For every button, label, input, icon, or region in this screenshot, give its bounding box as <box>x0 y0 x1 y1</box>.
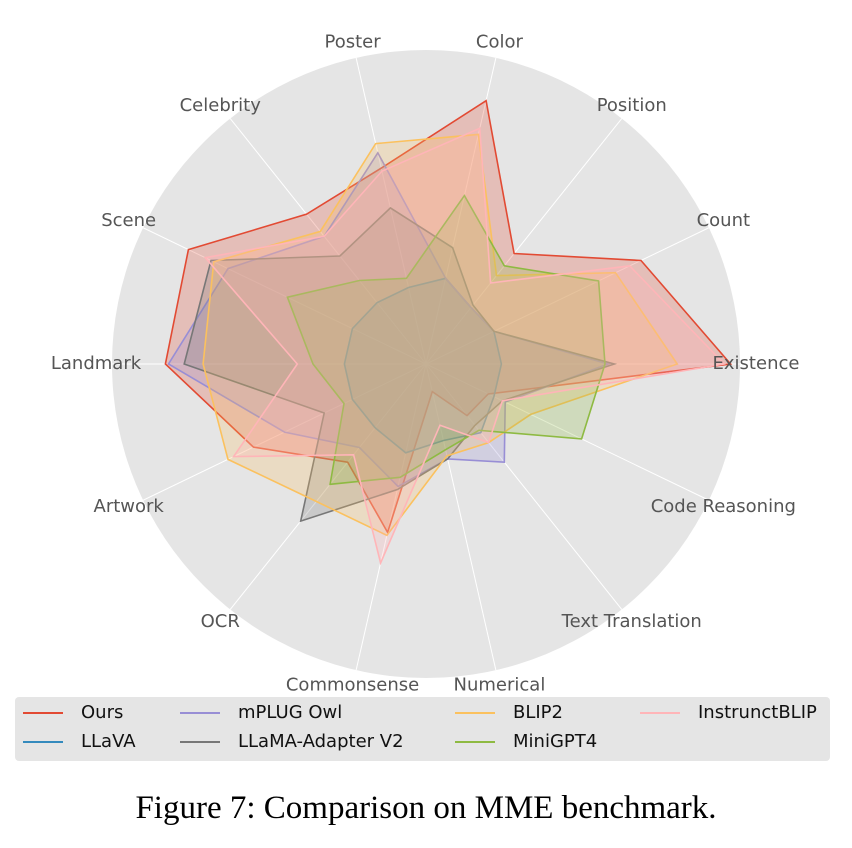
radar-chart: Existence Count Position Color Poster Celebri… <box>51 31 800 695</box>
series-line-mplug-owl <box>167 151 611 488</box>
series-fill-ours <box>165 100 731 533</box>
legend-item: LLaMA-Adapter V2 <box>180 731 404 752</box>
series-ours <box>164 99 733 535</box>
legend-item: InstrunctBLIP <box>640 702 817 723</box>
spoke-celebrity <box>229 118 427 365</box>
spoke-numerical <box>425 363 497 671</box>
legend-swatch <box>640 711 680 714</box>
spoke-commonsense <box>355 363 427 671</box>
series-fill-blip2 <box>203 134 678 536</box>
legend-item: mPLUG Owl <box>180 702 342 723</box>
axis-label-ocr: OCR <box>201 611 240 632</box>
spoke-ocr <box>229 363 427 610</box>
legend-item: LLaVA <box>23 731 136 752</box>
legend-swatch <box>455 740 495 743</box>
axis-labels: Existence Count Position Color Poster Celebri… <box>51 31 800 695</box>
series-line-blip2 <box>202 133 679 537</box>
series-mplug-owl <box>167 151 611 488</box>
legend: Ours mPLUG Owl BLIP2 InstrunctBLIP LLaVA LLaM… <box>15 697 830 761</box>
series-line-llama-adapter-v2 <box>183 206 618 523</box>
series-fill-llama-adapter-v2 <box>184 207 615 522</box>
legend-label: LLaMA-Adapter V2 <box>238 731 404 752</box>
spoke-text-translation <box>425 363 623 610</box>
series-line-minigpt4 <box>286 194 606 486</box>
legend-label: MiniGPT4 <box>513 731 598 752</box>
axis-label-landmark: Landmark <box>51 353 142 374</box>
series-fill-mplug-owl <box>168 152 609 487</box>
series-minigpt4 <box>286 194 606 486</box>
series-llama-adapter-v2 <box>183 206 618 523</box>
series-instrunctblip <box>203 127 726 566</box>
radar-series <box>164 99 733 566</box>
spoke-color <box>425 57 497 365</box>
series-line-instrunctblip <box>203 127 726 566</box>
legend-label: InstrunctBLIP <box>698 702 817 723</box>
axis-label-artwork: Artwork <box>94 496 165 517</box>
legend-item: BLIP2 <box>455 702 563 723</box>
spoke-count <box>425 227 710 365</box>
axis-label-poster: Poster <box>324 31 381 52</box>
axis-label-commonsense: Commonsense <box>286 675 419 696</box>
spoke-poster <box>355 57 427 365</box>
legend-swatch <box>23 740 63 743</box>
spoke-position <box>425 118 623 365</box>
legend-label: Ours <box>81 702 124 723</box>
axis-label-position: Position <box>597 95 667 116</box>
legend-label: mPLUG Owl <box>238 702 343 723</box>
series-line-ours <box>164 99 733 535</box>
legend-swatch <box>180 740 220 743</box>
axis-label-color: Color <box>476 31 524 52</box>
spoke-code-reasoning <box>425 363 710 501</box>
axis-label-scene: Scene <box>101 210 156 231</box>
axis-label-celebrity: Celebrity <box>180 95 262 116</box>
series-fill-llava <box>344 278 502 453</box>
legend-swatch <box>180 711 220 714</box>
legend-label: LLaVA <box>81 731 136 752</box>
series-blip2 <box>202 133 679 537</box>
axis-label-existence: Existence <box>713 353 800 374</box>
legend-item: Ours <box>23 702 123 723</box>
spoke-scene <box>142 227 427 365</box>
legend-swatch <box>455 711 495 714</box>
axis-label-count: Count <box>697 210 750 231</box>
legend-label: BLIP2 <box>513 702 563 723</box>
legend-swatch <box>23 711 63 714</box>
legend-item: MiniGPT4 <box>455 731 597 752</box>
axis-label-code-reasoning: Code Reasoning <box>651 496 796 517</box>
axis-label-text-translation: Text Translation <box>561 611 702 632</box>
axis-label-numerical: Numerical <box>454 675 546 696</box>
series-fill-minigpt4 <box>287 195 605 485</box>
figure-caption: Figure 7: Comparison on MME benchmark. <box>135 790 717 826</box>
